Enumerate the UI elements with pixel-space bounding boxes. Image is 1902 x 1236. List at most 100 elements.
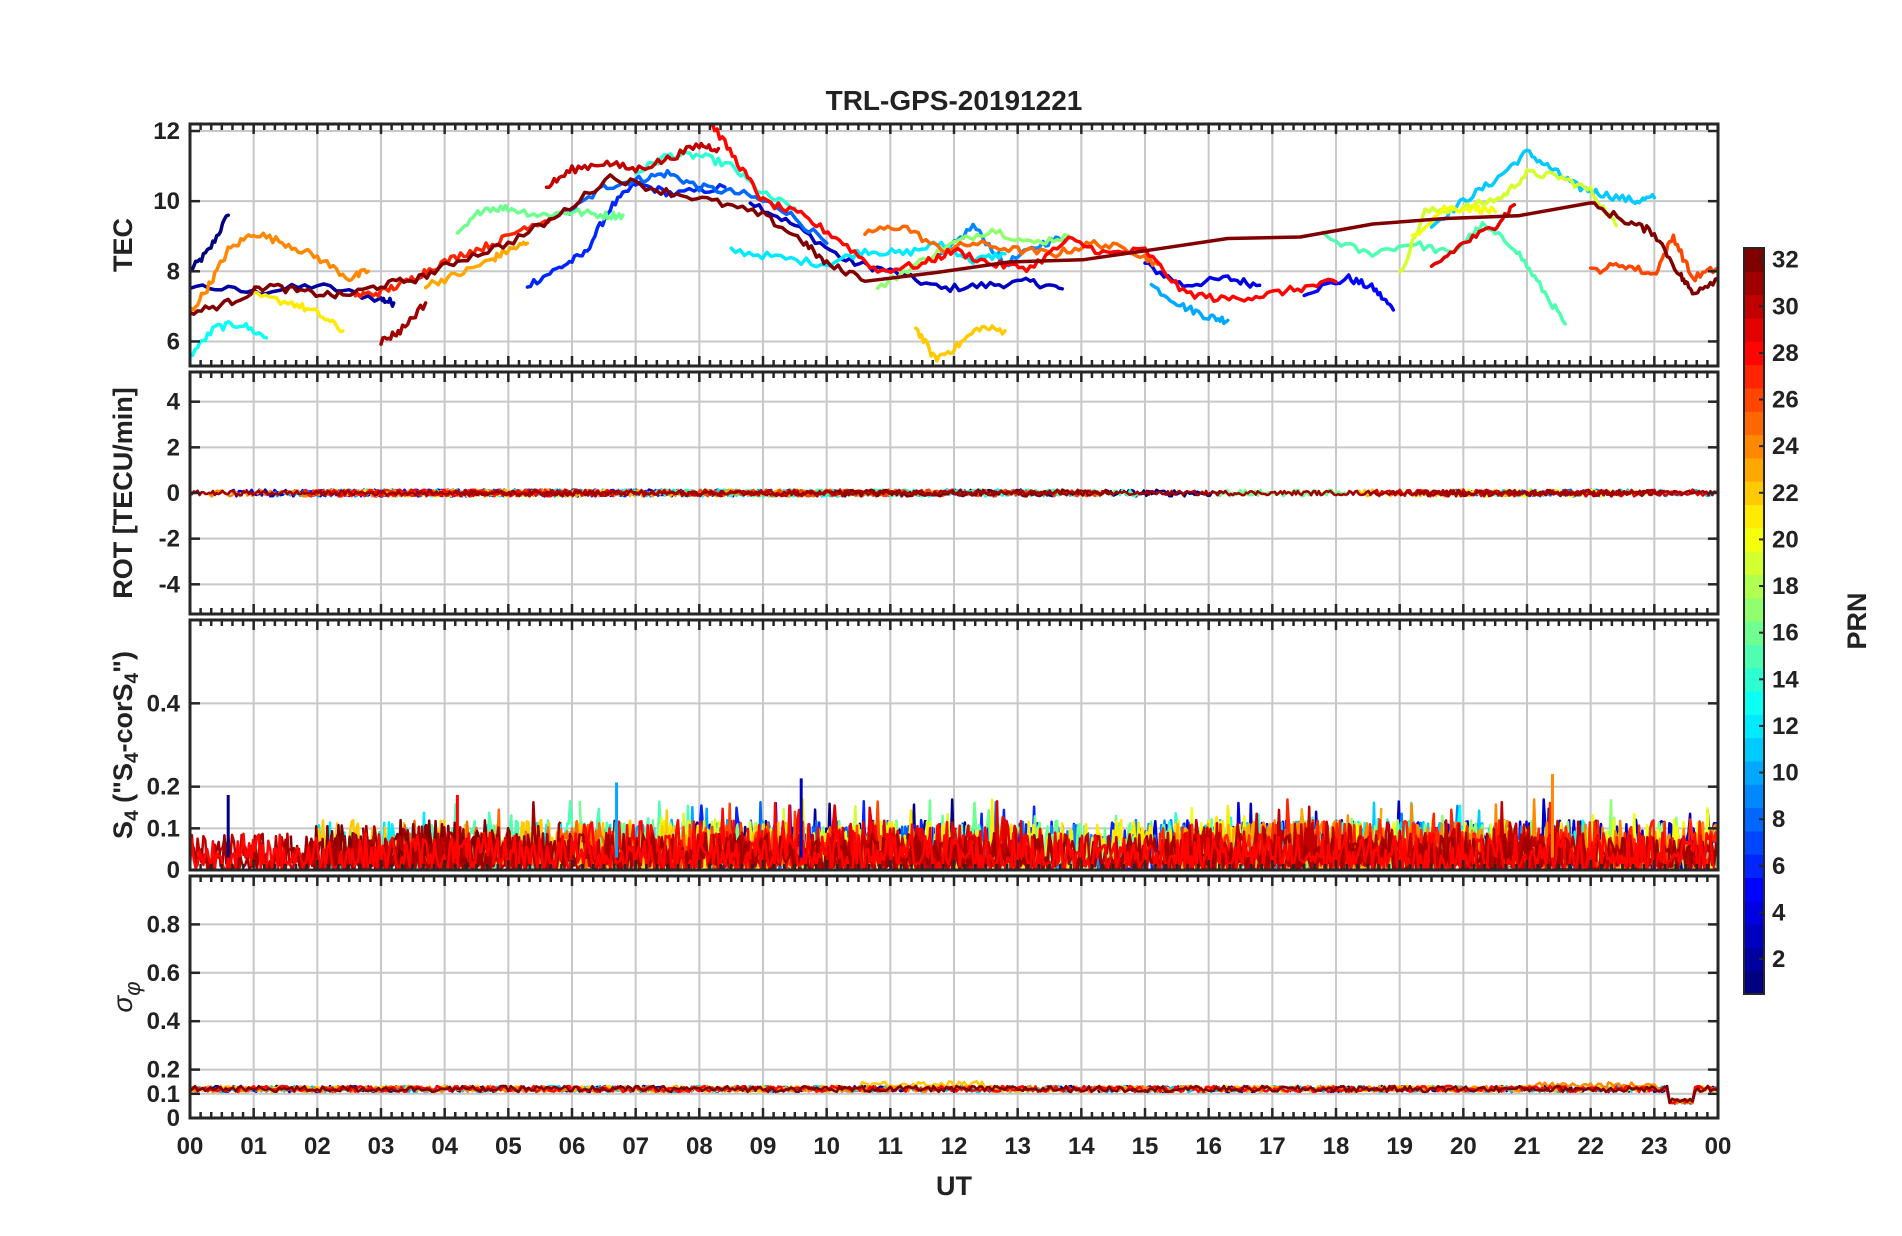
s4-ticks bbox=[188, 620, 1720, 872]
colorbar-tick-label: 4 bbox=[1772, 899, 1786, 926]
colorbar-segment-18 bbox=[1744, 574, 1764, 599]
tec-series-prn-10 bbox=[1149, 282, 1230, 326]
colorbar-tick-label: 18 bbox=[1772, 573, 1799, 600]
x-tick-label: 15 bbox=[1132, 1133, 1159, 1160]
tec-series-prn-32 bbox=[190, 173, 1718, 316]
x-tick-label: 00 bbox=[177, 1133, 204, 1160]
colorbar-segment-10 bbox=[1744, 760, 1764, 785]
x-tick-label: 20 bbox=[1450, 1133, 1477, 1160]
colorbar-frame bbox=[1743, 247, 1765, 995]
tec-series-prn-1 bbox=[190, 213, 230, 273]
colorbar-tick-label: 20 bbox=[1772, 526, 1799, 553]
panel-rot: -4 -2 0 2 4 ROT [TECU/min] bbox=[108, 370, 1720, 616]
x-tick-label: 02 bbox=[304, 1133, 331, 1160]
sigma-series-prn-32 bbox=[190, 1084, 1718, 1105]
x-tick-label: 08 bbox=[686, 1133, 713, 1160]
tec-series-prn-16 bbox=[455, 203, 625, 235]
colorbar-segment-2 bbox=[1744, 947, 1764, 972]
tec-series-prn-21 bbox=[251, 290, 345, 334]
colorbar-segment-13 bbox=[1744, 690, 1764, 715]
colorbar-tick-label: 2 bbox=[1772, 946, 1785, 973]
x-tick-label: 14 bbox=[1068, 1133, 1095, 1160]
colorbar-segment-19 bbox=[1744, 551, 1764, 575]
s4-series-fill-prn-28 bbox=[190, 831, 1717, 870]
sigma-ytick-label: 0 bbox=[167, 1105, 180, 1132]
x-tick-label: 23 bbox=[1641, 1133, 1668, 1160]
colorbar-segment-21 bbox=[1744, 504, 1764, 529]
tec-series-prn-19 bbox=[1397, 167, 1618, 274]
tec-series-prn-26 bbox=[1588, 233, 1718, 283]
tec-series-prn-13 bbox=[190, 320, 269, 358]
sigma-ylabel: σφ bbox=[107, 981, 145, 1012]
x-tick-label: 04 bbox=[431, 1133, 458, 1160]
s4-ylabel: S4 ("S4-corS4") bbox=[108, 651, 143, 839]
colorbar-tick-label: 24 bbox=[1772, 433, 1799, 460]
tec-ticks bbox=[188, 124, 1720, 366]
tec-series-prn-24 bbox=[190, 231, 371, 315]
x-tick-label: 06 bbox=[559, 1133, 586, 1160]
colorbar-segment-28 bbox=[1744, 341, 1764, 366]
colorbar-segment-26 bbox=[1744, 387, 1764, 412]
s4-ytick-label: 0.4 bbox=[147, 690, 181, 717]
sigma-ticks bbox=[188, 876, 1720, 1120]
tec-ytick-label: 6 bbox=[167, 328, 180, 355]
colorbar-tick-label: 32 bbox=[1772, 247, 1799, 274]
x-tick-label: 01 bbox=[240, 1133, 267, 1160]
colorbar-segment-5 bbox=[1744, 877, 1764, 902]
tec-series-prn-28 bbox=[710, 124, 1338, 304]
colorbar-segment-12 bbox=[1744, 714, 1764, 739]
colorbar-tick-label: 22 bbox=[1772, 480, 1799, 507]
x-tick-label: 03 bbox=[368, 1133, 395, 1160]
colorbar-segment-4 bbox=[1744, 900, 1764, 925]
rot-ytick-label: 2 bbox=[167, 434, 180, 461]
x-axis-title: UT bbox=[936, 1171, 972, 1201]
colorbar-segment-15 bbox=[1744, 644, 1764, 669]
tec-series-prn-11 bbox=[1429, 148, 1657, 229]
colorbar-tick-label: 14 bbox=[1772, 666, 1799, 693]
x-tick-label: 07 bbox=[622, 1133, 649, 1160]
tec-ytick-label: 12 bbox=[153, 118, 180, 145]
colorbar-segment-25 bbox=[1744, 411, 1764, 436]
rot-ticks bbox=[188, 372, 1720, 614]
tec-series-prn-15 bbox=[1321, 220, 1567, 326]
x-tick-label: 13 bbox=[1004, 1133, 1031, 1160]
colorbar-segment-31 bbox=[1744, 271, 1764, 296]
rot-ylabel: ROT [TECU/min] bbox=[108, 387, 138, 598]
x-tick-label: 22 bbox=[1577, 1133, 1604, 1160]
tec-series-prn-23 bbox=[423, 240, 530, 290]
rot-series-baseline bbox=[190, 489, 1717, 497]
panel-sigma: 00.10.2 0.4 0.6 0.8 σφ bbox=[107, 874, 1720, 1132]
x-tick-label: 11 bbox=[878, 1133, 903, 1160]
sigma-ytick-label: 0.2 bbox=[147, 1057, 180, 1084]
colorbar-tick-label: 30 bbox=[1772, 293, 1799, 320]
x-tick-label: 09 bbox=[750, 1133, 777, 1160]
sigma-series-prn-24 bbox=[190, 1081, 1718, 1105]
colorbar-tick-label: 26 bbox=[1772, 387, 1799, 414]
s4-data bbox=[190, 774, 1718, 870]
colorbar-tick-label: 10 bbox=[1772, 760, 1799, 787]
colorbar-segment-8 bbox=[1744, 807, 1764, 832]
panel-s4: 0 0.1 0.2 0.4S4 ("S4-corS4") bbox=[108, 618, 1720, 884]
tec-series-prn-14 bbox=[633, 150, 797, 212]
colorbar-tick-label: 16 bbox=[1772, 620, 1799, 647]
colorbar-segment-27 bbox=[1744, 364, 1764, 389]
colorbar-segment-22 bbox=[1744, 481, 1764, 506]
colorbar-segment-3 bbox=[1744, 924, 1764, 948]
sigma-ytick-label: 0.1 bbox=[147, 1081, 180, 1108]
panel-tec: 6 8 10 12 TEC bbox=[108, 118, 1720, 368]
colorbar-label: PRN bbox=[1842, 592, 1872, 649]
tec-series-prn-4 bbox=[1143, 261, 1262, 289]
rot-ytick-label: 4 bbox=[167, 389, 181, 416]
sigma-ytick-label: 0.8 bbox=[147, 911, 180, 938]
tec-series-prn-29 bbox=[1429, 202, 1517, 268]
sigma-ytick-label: 0.6 bbox=[147, 960, 180, 987]
x-tick-label: 17 bbox=[1259, 1133, 1286, 1160]
colorbar-segment-11 bbox=[1744, 737, 1764, 762]
x-axis: 00 01 02 03 04 05 06 07 08 09 10 11 12 13 14 15 16 17 18 19… bbox=[177, 1133, 1732, 1160]
colorbar-segment-17 bbox=[1744, 597, 1764, 622]
colorbar-tick-label: 28 bbox=[1772, 340, 1799, 367]
x-tick-label: 19 bbox=[1386, 1133, 1413, 1160]
